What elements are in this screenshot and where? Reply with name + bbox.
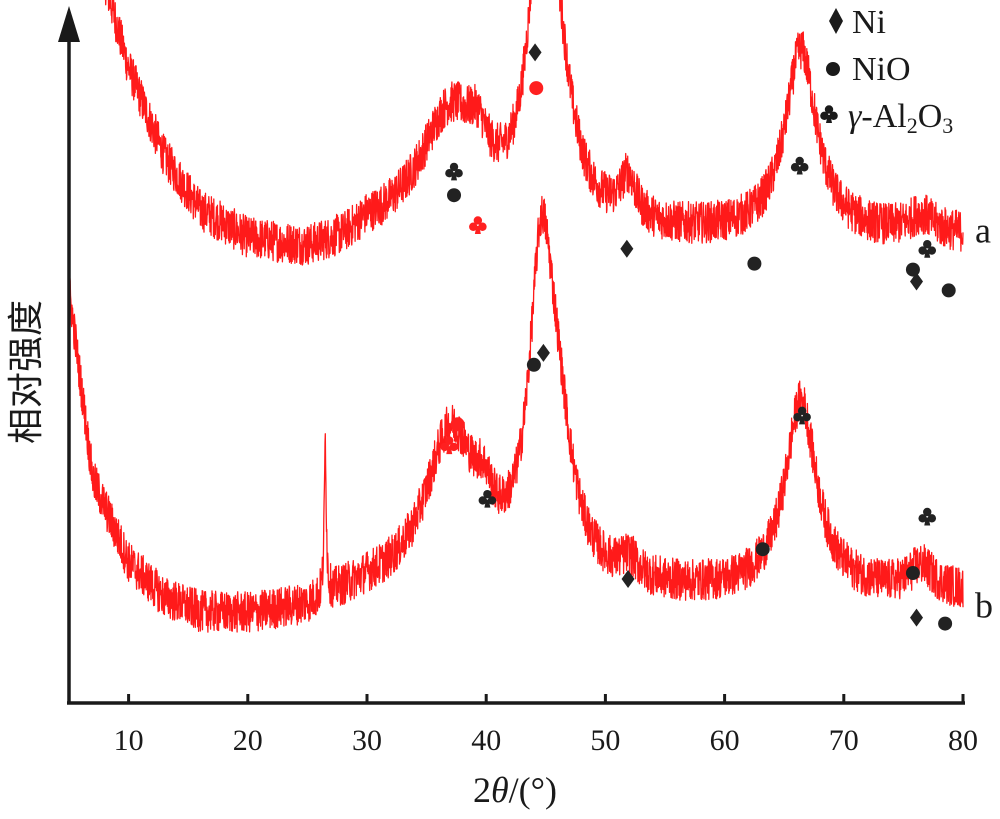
diamond-marker-icon bbox=[536, 343, 550, 362]
diamond-marker-icon bbox=[528, 43, 542, 62]
circle-marker-icon bbox=[938, 616, 953, 631]
legend: Ni NiO γ-Al2O3 bbox=[820, 4, 953, 138]
club-marker-icon bbox=[445, 162, 463, 181]
circle-icon bbox=[826, 62, 840, 76]
circle-marker-icon bbox=[755, 542, 770, 557]
curves-layer bbox=[68, 0, 964, 633]
peak-markers bbox=[440, 43, 956, 631]
legend-label-nio: NiO bbox=[852, 51, 911, 88]
circle-marker-icon bbox=[529, 81, 544, 96]
club-marker-icon bbox=[790, 156, 809, 175]
club-marker-icon bbox=[918, 507, 937, 526]
diamond-marker-icon bbox=[910, 608, 924, 627]
x-tick-label-40: 40 bbox=[471, 724, 501, 757]
series-label-a: a bbox=[975, 210, 991, 250]
x-ticks: 10 20 30 40 50 60 70 80 bbox=[114, 694, 978, 757]
series-label-b: b bbox=[975, 585, 993, 625]
x-tick-label-80: 80 bbox=[948, 724, 978, 757]
circle-marker-icon bbox=[447, 188, 462, 203]
legend-label-gamma-al2o3: γ-Al2O3 bbox=[848, 98, 953, 138]
diamond-marker-icon bbox=[910, 272, 924, 291]
legend-label-ni: Ni bbox=[852, 4, 886, 41]
legend-item-ni: Ni bbox=[829, 4, 886, 41]
x-tick-label-20: 20 bbox=[233, 724, 263, 757]
circle-marker-icon bbox=[450, 417, 465, 432]
x-tick-label-30: 30 bbox=[352, 724, 382, 757]
circle-marker-icon bbox=[526, 357, 541, 372]
club-marker-icon bbox=[469, 216, 487, 234]
y-axis-arrow-icon bbox=[58, 6, 80, 42]
legend-item-nio: NiO bbox=[826, 51, 911, 88]
x-tick-label-50: 50 bbox=[590, 724, 620, 757]
x-tick-label-10: 10 bbox=[114, 724, 144, 757]
circle-marker-icon bbox=[941, 283, 956, 298]
x-tick-label-70: 70 bbox=[829, 724, 859, 757]
legend-item-gamma-al2o3: γ-Al2O3 bbox=[820, 98, 953, 138]
club-icon bbox=[820, 105, 838, 123]
circle-marker-icon bbox=[747, 256, 762, 271]
x-axis-title: 2θ/(°) bbox=[473, 770, 557, 810]
diamond-marker-icon bbox=[620, 239, 634, 258]
series-a-line bbox=[104, 0, 964, 266]
y-axis-title: 相对强度 bbox=[6, 300, 47, 444]
series-b-line bbox=[68, 195, 964, 633]
diamond-icon bbox=[829, 8, 843, 34]
club-marker-icon bbox=[918, 240, 937, 258]
circle-marker-icon bbox=[905, 566, 920, 581]
diamond-marker-icon bbox=[621, 569, 635, 588]
x-tick-label-60: 60 bbox=[710, 724, 740, 757]
